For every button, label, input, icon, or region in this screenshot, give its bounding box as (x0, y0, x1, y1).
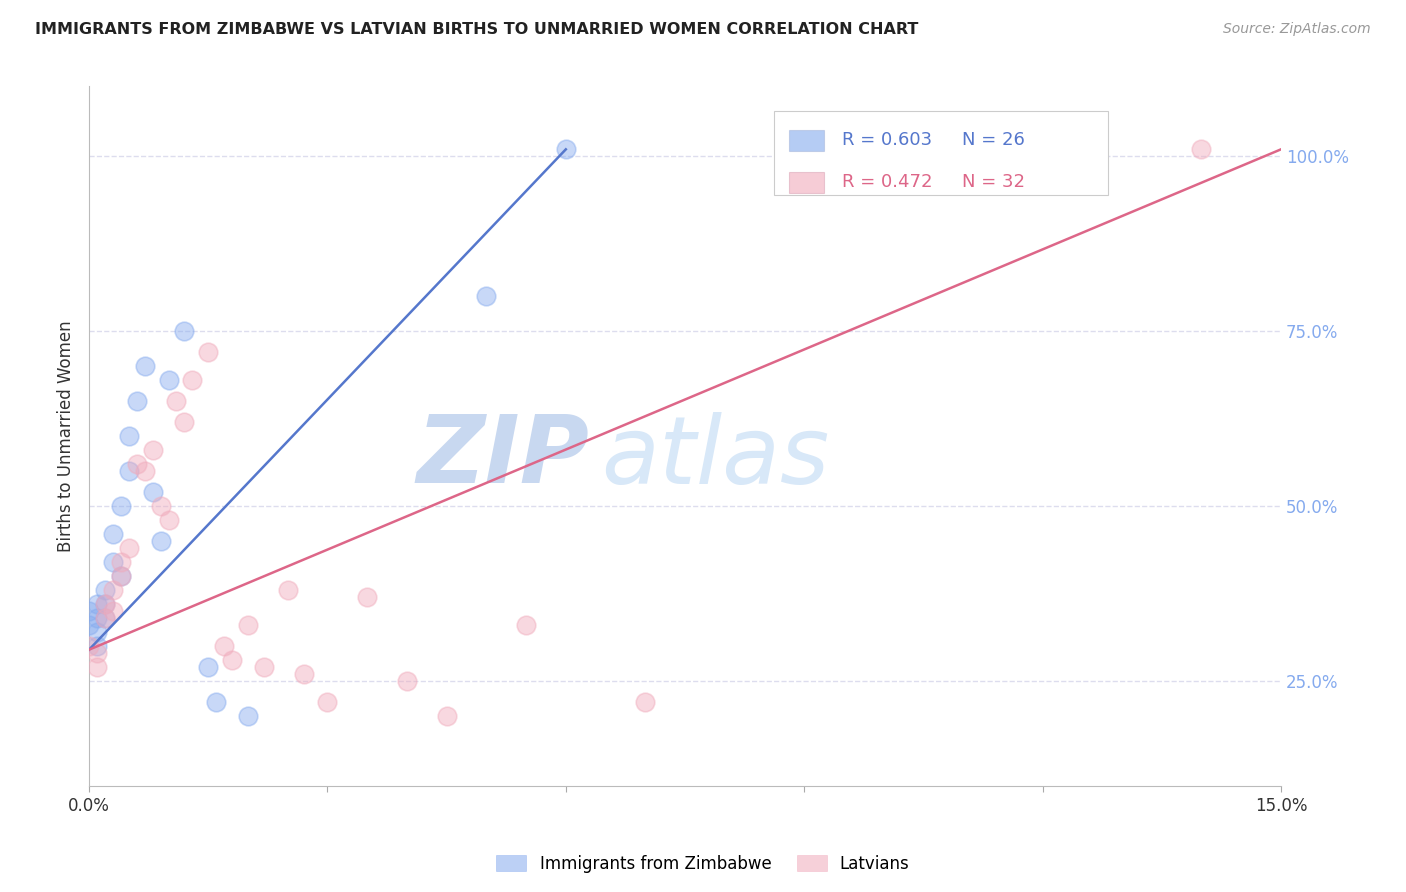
Point (101, 604, 124, 618)
Point (86, 597, 108, 611)
Point (173, 415, 195, 429)
Point (634, 695, 657, 709)
Point (134, 464, 156, 478)
Point (110, 569, 132, 583)
Point (86, 660, 108, 674)
FancyBboxPatch shape (775, 111, 1108, 194)
Point (125, 394, 148, 409)
Point (197, 660, 219, 674)
Point (110, 500, 132, 514)
Point (236, 618, 259, 632)
Point (292, 667, 315, 681)
Point (475, 289, 498, 303)
Point (236, 709, 259, 723)
Text: atlas: atlas (602, 412, 830, 503)
Point (110, 555, 132, 569)
Point (356, 591, 378, 605)
Text: Source: ZipAtlas.com: Source: ZipAtlas.com (1223, 22, 1371, 37)
Point (277, 583, 299, 598)
Point (197, 345, 219, 359)
Point (77, 604, 100, 618)
Text: R = 0.603: R = 0.603 (842, 131, 932, 149)
Point (94, 583, 117, 598)
Y-axis label: Births to Unmarried Women: Births to Unmarried Women (58, 320, 75, 552)
Point (125, 457, 148, 471)
Point (118, 464, 141, 478)
Point (212, 639, 235, 653)
Point (77, 639, 100, 653)
Point (110, 569, 132, 583)
Point (94, 611, 117, 625)
Point (554, 142, 576, 156)
Point (157, 513, 180, 527)
Point (86, 611, 108, 625)
Point (142, 485, 165, 500)
Bar (789, 129, 824, 151)
Point (316, 695, 339, 709)
Point (142, 443, 165, 458)
Point (94, 597, 117, 611)
Point (101, 583, 124, 598)
Point (101, 527, 124, 541)
Point (253, 660, 276, 674)
Text: ZIP: ZIP (416, 411, 589, 503)
Point (205, 695, 228, 709)
Point (101, 555, 124, 569)
Point (77, 618, 100, 632)
Text: IMMIGRANTS FROM ZIMBABWE VS LATVIAN BIRTHS TO UNMARRIED WOMEN CORRELATION CHART: IMMIGRANTS FROM ZIMBABWE VS LATVIAN BIRT… (35, 22, 918, 37)
Point (94, 611, 117, 625)
Text: N = 26: N = 26 (962, 131, 1025, 149)
Point (86, 639, 108, 653)
Point (436, 709, 458, 723)
Point (149, 500, 172, 514)
Point (515, 618, 537, 632)
Text: R = 0.472: R = 0.472 (842, 173, 932, 191)
Legend: Immigrants from Zimbabwe, Latvians: Immigrants from Zimbabwe, Latvians (489, 848, 917, 880)
Point (1191, 142, 1213, 156)
Point (166, 394, 188, 409)
Bar (789, 172, 824, 193)
Point (173, 324, 195, 338)
Point (118, 541, 141, 556)
Point (134, 359, 156, 374)
Point (157, 373, 180, 387)
Point (149, 534, 172, 549)
Point (86, 646, 108, 660)
Text: N = 32: N = 32 (962, 173, 1025, 191)
Point (86, 625, 108, 640)
Point (94, 597, 117, 611)
Point (395, 674, 418, 689)
Point (181, 373, 204, 387)
Point (221, 653, 243, 667)
Point (118, 429, 141, 443)
